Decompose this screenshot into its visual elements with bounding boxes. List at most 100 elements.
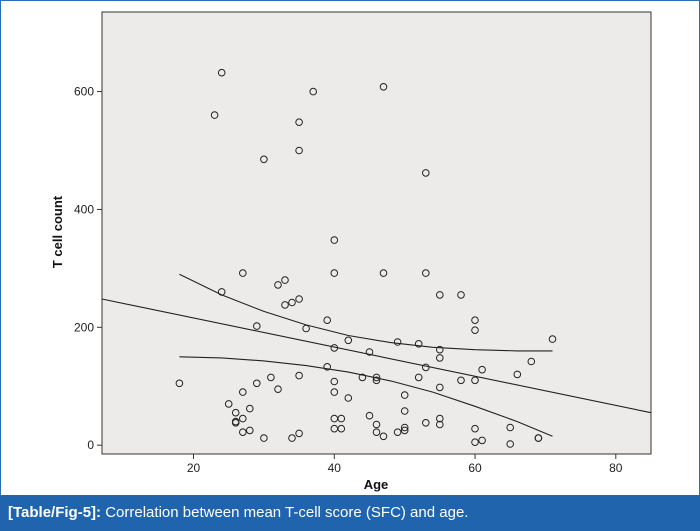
data-point — [422, 169, 430, 177]
data-point — [400, 407, 409, 415]
data-point — [436, 354, 444, 362]
data-point — [295, 295, 303, 303]
data-point — [260, 434, 268, 442]
x-axis-title: Age — [364, 477, 389, 492]
data-point — [372, 376, 381, 385]
data-point — [478, 365, 486, 374]
data-point — [457, 376, 465, 385]
data-point — [330, 344, 339, 352]
data-point — [422, 419, 430, 427]
data-point — [231, 408, 240, 417]
data-point — [372, 420, 381, 429]
data-point — [281, 301, 289, 309]
data-point — [379, 432, 388, 441]
data-point — [393, 428, 402, 437]
data-point — [302, 324, 310, 333]
ci-upper-curve — [179, 273, 553, 352]
data-point — [379, 83, 388, 91]
data-point — [330, 269, 339, 277]
data-point — [246, 404, 254, 413]
data-point — [372, 373, 381, 382]
data-point — [210, 111, 219, 119]
data-point — [281, 276, 289, 284]
plot-area — [101, 11, 652, 455]
data-point — [471, 326, 479, 335]
data-point — [414, 373, 423, 382]
x-tick-label: 80 — [609, 461, 623, 475]
data-point — [436, 414, 444, 423]
data-point — [471, 438, 479, 447]
data-point — [274, 281, 282, 289]
data-point — [344, 394, 353, 402]
data-point — [288, 434, 296, 442]
data-point — [471, 376, 479, 385]
data-point — [506, 440, 515, 448]
data-point — [400, 423, 409, 432]
data-point — [224, 400, 233, 408]
data-point — [513, 370, 522, 379]
scatter-chart: 20 40 60 80 0 200 400 600 Age T cell count — [50, 11, 652, 492]
data-point — [175, 379, 184, 388]
data-point — [393, 338, 402, 346]
data-point — [239, 428, 247, 437]
y-tick-label: 600 — [74, 85, 94, 99]
data-point — [323, 316, 332, 325]
data-point — [330, 388, 339, 396]
data-point — [288, 298, 296, 307]
figure-caption: [Table/Fig-5]: Correlation between mean … — [0, 495, 700, 531]
data-point — [436, 420, 444, 429]
data-point — [337, 414, 346, 423]
data-point — [365, 411, 374, 420]
data-point — [295, 371, 303, 380]
x-tick-label: 20 — [187, 461, 201, 475]
data-point — [323, 363, 332, 371]
data-point — [478, 436, 486, 445]
ci-lower-curve — [179, 356, 553, 437]
data-point — [252, 379, 261, 388]
data-point — [246, 426, 254, 435]
data-point — [436, 345, 444, 354]
data-point — [400, 426, 409, 435]
data-point — [267, 373, 275, 382]
data-point — [344, 336, 353, 345]
data-point — [330, 377, 339, 386]
data-point — [337, 424, 346, 433]
data-point — [260, 155, 268, 164]
data-point — [436, 383, 444, 392]
data-point — [548, 335, 557, 343]
y-axis-title: T cell count — [50, 195, 65, 268]
data-point — [295, 146, 303, 155]
data-point — [372, 428, 381, 437]
data-point — [239, 269, 247, 277]
data-point — [295, 118, 303, 126]
caption-text: Correlation between mean T-cell score (S… — [105, 504, 469, 521]
data-point — [365, 348, 374, 356]
regression-line — [101, 298, 652, 414]
data-point — [471, 424, 479, 433]
data-point — [422, 363, 430, 372]
x-tick-label: 40 — [328, 461, 342, 475]
data-point — [330, 236, 339, 244]
data-point — [527, 357, 536, 366]
caption-label: [Table/Fig-5]: — [8, 504, 102, 521]
data-point — [457, 291, 465, 299]
data-point — [506, 423, 515, 432]
data-point — [217, 68, 226, 77]
data-point — [414, 340, 423, 348]
data-point — [422, 269, 430, 277]
y-tick-label: 200 — [74, 320, 94, 334]
data-point — [379, 269, 388, 277]
data-point — [239, 388, 247, 396]
data-point — [295, 429, 303, 438]
x-tick-label: 60 — [468, 461, 482, 475]
data-point — [534, 434, 543, 442]
data-point — [274, 385, 282, 394]
data-point — [231, 419, 240, 427]
data-point — [217, 288, 226, 296]
data-point — [471, 316, 479, 325]
data-point — [436, 291, 444, 299]
y-tick-label: 400 — [74, 202, 94, 216]
data-point — [309, 87, 318, 96]
y-tick-label: 0 — [87, 438, 94, 452]
data-point — [358, 373, 367, 382]
